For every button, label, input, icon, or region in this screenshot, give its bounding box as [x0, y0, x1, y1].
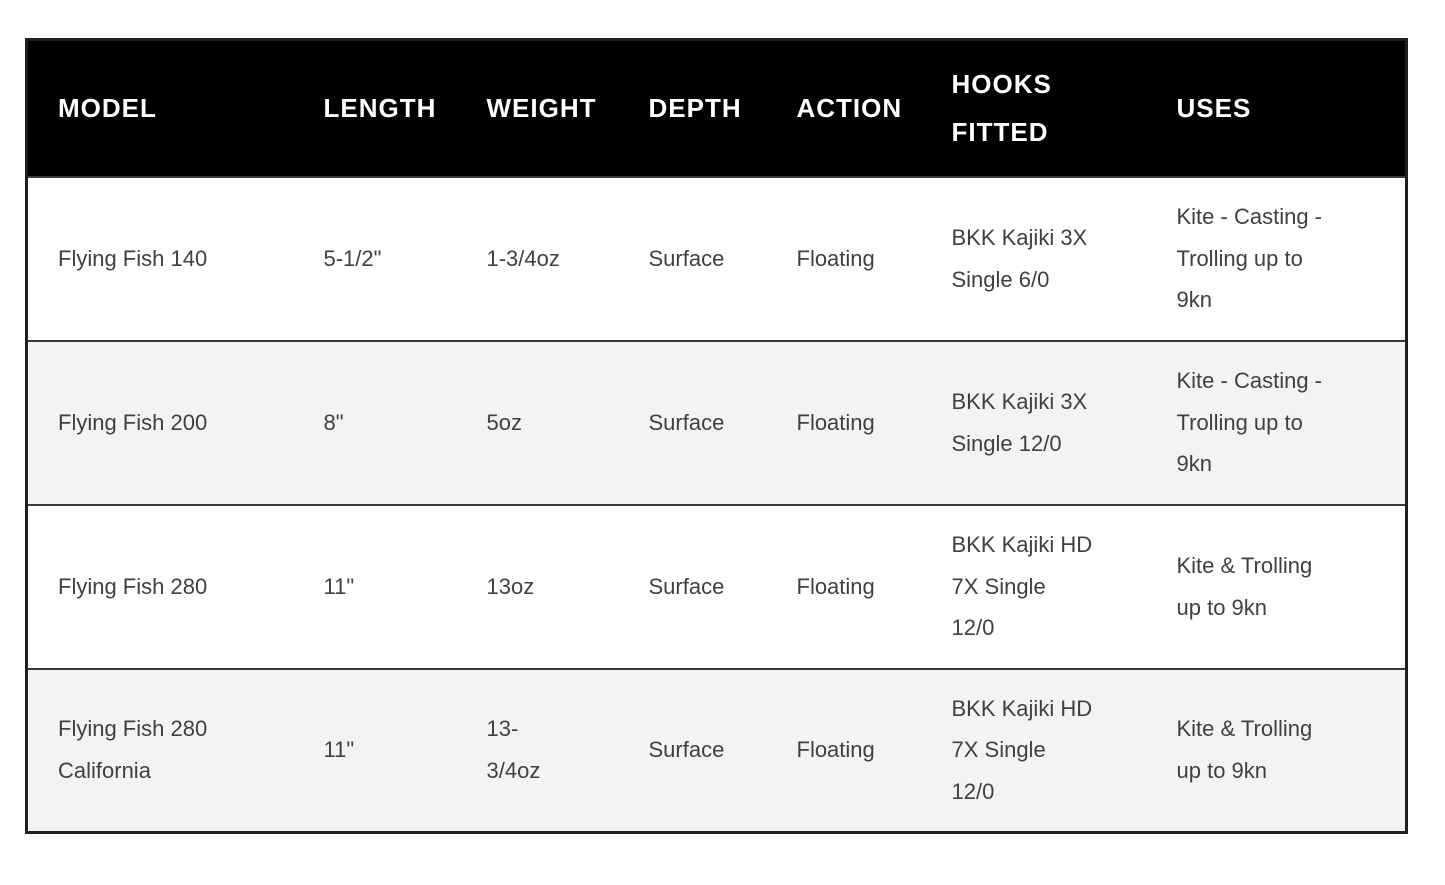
column-header-uses: USES — [1146, 39, 1407, 177]
column-header-depth: DEPTH — [618, 39, 767, 177]
cell-weight: 5oz — [456, 339, 619, 505]
cell-action: Floating — [766, 175, 922, 341]
cell-weight: 13oz — [456, 503, 619, 669]
cell-uses: Kite & Trolling up to 9kn — [1146, 503, 1407, 669]
cell-length: 8" — [293, 339, 457, 505]
column-header-hooks-fitted: HOOKS FITTED — [921, 39, 1147, 177]
cell-uses: Kite & Trolling up to 9kn — [1146, 667, 1407, 833]
cell-uses: Kite - Casting - Trolling up to 9kn — [1146, 339, 1407, 505]
cell-weight: 13- 3/4oz — [456, 667, 619, 833]
column-header-action: ACTION — [766, 39, 922, 177]
cell-depth: Surface — [618, 503, 767, 669]
cell-model: Flying Fish 140 — [26, 175, 294, 341]
cell-length: 11" — [293, 503, 457, 669]
cell-length: 11" — [293, 667, 457, 833]
header-row: MODEL LENGTH WEIGHT DEPTH ACTION HOOKS F… — [26, 39, 1407, 177]
table-row: Flying Fish 200 8" 5oz Surface Floating … — [26, 339, 1407, 505]
cell-model: Flying Fish 280 — [26, 503, 294, 669]
cell-depth: Surface — [618, 339, 767, 505]
cell-action: Floating — [766, 667, 922, 833]
column-header-length: LENGTH — [293, 39, 457, 177]
cell-hooks-fitted: BKK Kajiki 3X Single 12/0 — [921, 339, 1147, 505]
cell-action: Floating — [766, 503, 922, 669]
column-header-weight: WEIGHT — [456, 39, 619, 177]
cell-depth: Surface — [618, 175, 767, 341]
cell-model: Flying Fish 280 California — [26, 667, 294, 833]
column-header-model: MODEL — [26, 39, 294, 177]
cell-hooks-fitted: BKK Kajiki HD 7X Single 12/0 — [921, 503, 1147, 669]
cell-depth: Surface — [618, 667, 767, 833]
cell-length: 5-1/2" — [293, 175, 457, 341]
cell-model: Flying Fish 200 — [26, 339, 294, 505]
table-row: Flying Fish 280 California 11" 13- 3/4oz… — [26, 667, 1407, 833]
cell-hooks-fitted: BKK Kajiki 3X Single 6/0 — [921, 175, 1147, 341]
table-row: Flying Fish 140 5-1/2" 1-3/4oz Surface F… — [26, 175, 1407, 341]
cell-weight: 1-3/4oz — [456, 175, 619, 341]
cell-uses: Kite - Casting - Trolling up to 9kn — [1146, 175, 1407, 341]
lure-spec-table: MODEL LENGTH WEIGHT DEPTH ACTION HOOKS F… — [25, 38, 1408, 834]
cell-action: Floating — [766, 339, 922, 505]
table-row: Flying Fish 280 11" 13oz Surface Floatin… — [26, 503, 1407, 669]
cell-hooks-fitted: BKK Kajiki HD 7X Single 12/0 — [921, 667, 1147, 833]
